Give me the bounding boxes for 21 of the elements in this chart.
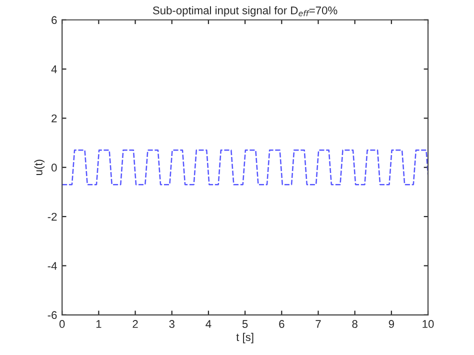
y-axis-title: u(t)	[34, 160, 45, 175]
x-tick-label: 4	[206, 320, 212, 328]
x-tick-label: 6	[279, 320, 284, 328]
x-axis-title: t [s]	[236, 332, 254, 344]
x-tick-label: 1	[96, 320, 102, 328]
y-tick-label: 6	[52, 16, 57, 24]
y-tick-label: -2	[48, 212, 57, 221]
x-tick-label: 9	[388, 320, 394, 328]
y-tick-label: -4	[48, 262, 57, 270]
y-tick-label: 4	[51, 65, 57, 74]
x-tick-label: 10	[422, 320, 434, 328]
y-tick-label: 0	[51, 164, 57, 172]
x-tick-label: 2	[132, 320, 138, 328]
x-tick-label: 5	[242, 320, 248, 328]
y-tick-label: 2	[52, 114, 57, 122]
x-tick-label: 8	[352, 320, 358, 328]
x-tick-label: 3	[169, 320, 174, 328]
x-tick-label: 0	[59, 320, 65, 328]
chart-title: Sub-optimal input signal for D$_{eff}$=70%	[152, 6, 338, 17]
x-tick-label: 7	[316, 320, 321, 328]
y-tick-label: -6	[48, 311, 57, 320]
